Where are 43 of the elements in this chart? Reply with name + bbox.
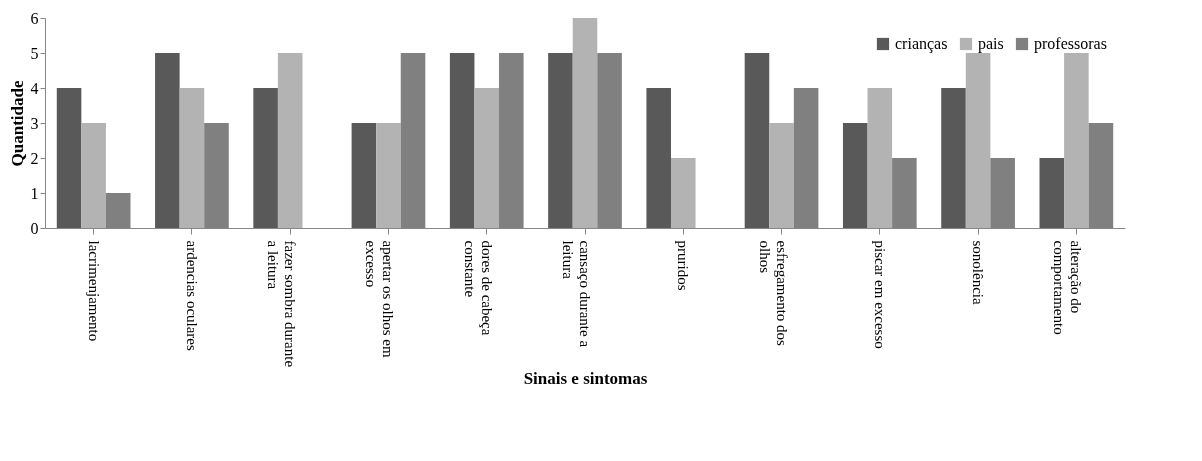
bar bbox=[548, 53, 573, 228]
bar bbox=[449, 53, 475, 228]
bar bbox=[277, 53, 303, 228]
y-tick-label: 6 bbox=[30, 9, 39, 27]
bar bbox=[179, 88, 205, 228]
x-tick-label: dores de cabeça constante bbox=[461, 240, 495, 336]
x-tick-label: cansaço durante a leitura bbox=[560, 240, 593, 348]
x-tick-label: piscar em excesso bbox=[871, 240, 888, 349]
y-tick-label: 2 bbox=[30, 149, 39, 167]
bar bbox=[670, 158, 696, 228]
bar bbox=[474, 88, 500, 228]
x-tick-label: ardencias oculares bbox=[183, 240, 200, 352]
bar bbox=[572, 18, 598, 228]
x-tick-label: apertar os olhos em excesso bbox=[363, 240, 397, 358]
bar bbox=[155, 53, 180, 228]
legend-label: pais bbox=[978, 35, 1004, 53]
bar bbox=[56, 88, 82, 228]
x-tick-label: pruridos bbox=[675, 240, 692, 291]
y-tick-label: 3 bbox=[30, 114, 39, 132]
legend-label: professoras bbox=[1034, 35, 1107, 53]
bar bbox=[867, 88, 893, 228]
legend-label: crianças bbox=[895, 35, 948, 53]
y-tick-label: 0 bbox=[30, 219, 39, 237]
x-tick-label: fazer sombra durante a leitura bbox=[265, 240, 299, 368]
bar bbox=[941, 88, 966, 228]
bar bbox=[646, 88, 671, 228]
bar bbox=[769, 123, 794, 228]
y-tick-label: 1 bbox=[30, 184, 39, 202]
x-tick-label: esfregamento dos olhos bbox=[756, 240, 790, 347]
bar bbox=[376, 123, 401, 228]
x-tick-label: sonolência bbox=[970, 240, 987, 305]
bar bbox=[81, 123, 106, 228]
bar bbox=[842, 123, 868, 228]
y-tick-label: 5 bbox=[30, 44, 39, 62]
bar bbox=[1039, 158, 1065, 228]
bar bbox=[253, 88, 278, 228]
y-axis-title: Quantidade bbox=[7, 80, 27, 167]
bar bbox=[351, 123, 377, 228]
y-tick-label: 4 bbox=[30, 79, 39, 97]
bar bbox=[1064, 53, 1089, 228]
x-tick-label: lacrimenjamento bbox=[85, 240, 102, 342]
bar bbox=[744, 53, 770, 228]
x-axis-title: Sinais e sintomas bbox=[523, 369, 648, 389]
